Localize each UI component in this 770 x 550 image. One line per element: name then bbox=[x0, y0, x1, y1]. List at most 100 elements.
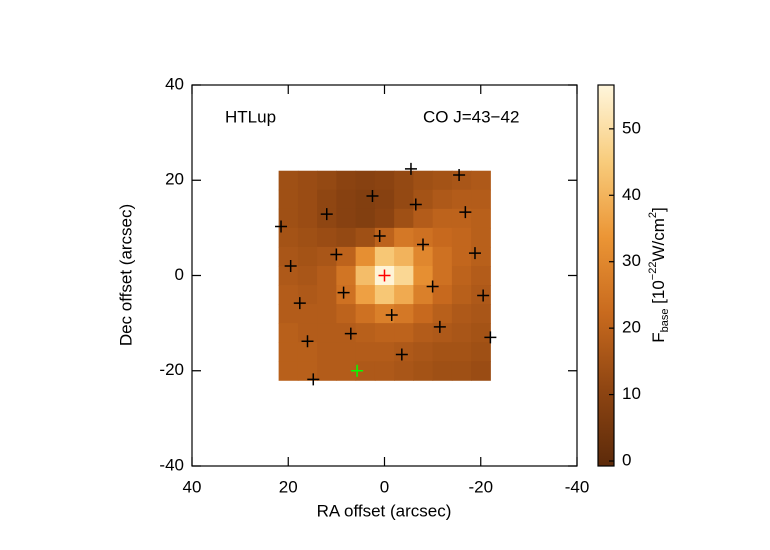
heatmap-cell bbox=[471, 208, 491, 229]
heatmap-cell bbox=[355, 361, 376, 381]
heatmap-cell bbox=[432, 342, 453, 362]
heatmap-cell bbox=[374, 189, 395, 210]
colorbar-label-part: [10 bbox=[649, 280, 668, 308]
heatmap-cell bbox=[355, 265, 376, 286]
colorbar-frame bbox=[597, 84, 615, 467]
heatmap-cell bbox=[394, 361, 414, 381]
heatmap-cell bbox=[317, 227, 337, 248]
heatmap-cell bbox=[432, 323, 453, 343]
marker bbox=[275, 220, 288, 233]
heatmap-cell bbox=[451, 342, 472, 362]
heatmap-cell bbox=[374, 208, 395, 229]
heatmap-cell bbox=[471, 304, 491, 324]
marker bbox=[330, 248, 343, 261]
heatmap-cell bbox=[355, 227, 376, 248]
heatmap-cell bbox=[278, 304, 299, 324]
heatmap-cell bbox=[297, 170, 318, 191]
heatmap-cell bbox=[413, 265, 434, 286]
heatmap-cell bbox=[336, 208, 357, 229]
heatmap-cell bbox=[471, 361, 491, 381]
marker bbox=[378, 269, 391, 282]
marker bbox=[373, 229, 386, 242]
marker bbox=[385, 309, 398, 322]
marker bbox=[468, 247, 481, 260]
heatmap-cell bbox=[413, 227, 434, 248]
heatmap-cell bbox=[278, 265, 299, 286]
heatmap-cell bbox=[394, 170, 414, 191]
heatmap-cell bbox=[471, 246, 491, 267]
heatmap-cell bbox=[297, 265, 318, 286]
heatmap-cell bbox=[451, 170, 472, 191]
x-tick-label: 40 bbox=[183, 477, 202, 496]
colorbar-label-part: F bbox=[649, 332, 668, 342]
heatmap-cell bbox=[336, 227, 357, 248]
heatmap-cell bbox=[394, 227, 414, 248]
heatmap-cell bbox=[451, 265, 472, 286]
heatmap-cell bbox=[374, 361, 395, 381]
heatmap-cell bbox=[471, 189, 491, 210]
heatmap-cell bbox=[471, 227, 491, 248]
heatmap-cell bbox=[394, 189, 414, 210]
marker bbox=[320, 208, 333, 221]
colorbar-tick-label: 30 bbox=[622, 251, 641, 270]
heatmap-cell bbox=[413, 323, 434, 343]
heatmap bbox=[278, 170, 491, 381]
markers bbox=[275, 162, 497, 386]
heatmap-cell bbox=[355, 170, 376, 191]
heatmap-cell bbox=[336, 361, 357, 381]
heatmap-cell bbox=[355, 304, 376, 324]
heatmap-cell bbox=[471, 342, 491, 362]
y-tick-label: 0 bbox=[175, 265, 184, 284]
heatmap-cell bbox=[355, 285, 376, 305]
heatmap-cell bbox=[355, 189, 376, 210]
heatmap-cell bbox=[432, 189, 453, 210]
heatmap-cell bbox=[336, 189, 357, 210]
heatmap-cell bbox=[336, 265, 357, 286]
heatmap-cell bbox=[297, 227, 318, 248]
heatmap-cell bbox=[297, 323, 318, 343]
heatmap-cell bbox=[394, 246, 414, 267]
colorbar-label-part: ] bbox=[649, 207, 668, 212]
heatmap-cell bbox=[297, 189, 318, 210]
heatmap-cell bbox=[317, 361, 337, 381]
heatmap-cell bbox=[317, 189, 337, 210]
marker bbox=[484, 331, 497, 344]
heatmap-cell bbox=[413, 361, 434, 381]
heatmap-cell bbox=[451, 208, 472, 229]
y-axis-label: Dec offset (arcsec) bbox=[116, 204, 135, 346]
annotation: HTLup bbox=[225, 107, 276, 126]
colorbar-tick-label: 10 bbox=[622, 384, 641, 403]
colorbar-tick-label: 0 bbox=[622, 451, 631, 470]
heatmap-cell bbox=[374, 304, 395, 324]
heatmap-cell bbox=[471, 170, 491, 191]
heatmap-cell bbox=[297, 246, 318, 267]
heatmap-cell bbox=[278, 189, 299, 210]
heatmap-cell bbox=[413, 208, 434, 229]
heatmap-cell bbox=[451, 361, 472, 381]
annotation: CO J=43−42 bbox=[423, 107, 519, 126]
colorbar-tick-label: 20 bbox=[622, 318, 641, 337]
heatmap-cell bbox=[374, 227, 395, 248]
heatmap-cell bbox=[451, 323, 472, 343]
heatmap-cell bbox=[413, 170, 434, 191]
marker bbox=[433, 320, 446, 333]
heatmap-cell bbox=[336, 342, 357, 362]
heatmap-cell bbox=[432, 285, 453, 305]
heatmap-cell bbox=[317, 304, 337, 324]
heatmap-cell bbox=[432, 227, 453, 248]
heatmap-cell bbox=[394, 304, 414, 324]
x-tick-label: 20 bbox=[279, 477, 298, 496]
marker bbox=[293, 297, 306, 310]
heatmap-cell bbox=[336, 304, 357, 324]
heatmap-cell bbox=[278, 323, 299, 343]
heatmap-cell bbox=[278, 227, 299, 248]
heatmap-cell bbox=[355, 208, 376, 229]
heatmap-cell bbox=[278, 246, 299, 267]
heatmap-cell bbox=[278, 342, 299, 362]
marker bbox=[477, 289, 490, 302]
marker bbox=[453, 169, 466, 182]
heatmap-cell bbox=[355, 342, 376, 362]
heatmap-cell bbox=[317, 323, 337, 343]
marker bbox=[459, 206, 472, 219]
heatmap-cell bbox=[451, 227, 472, 248]
